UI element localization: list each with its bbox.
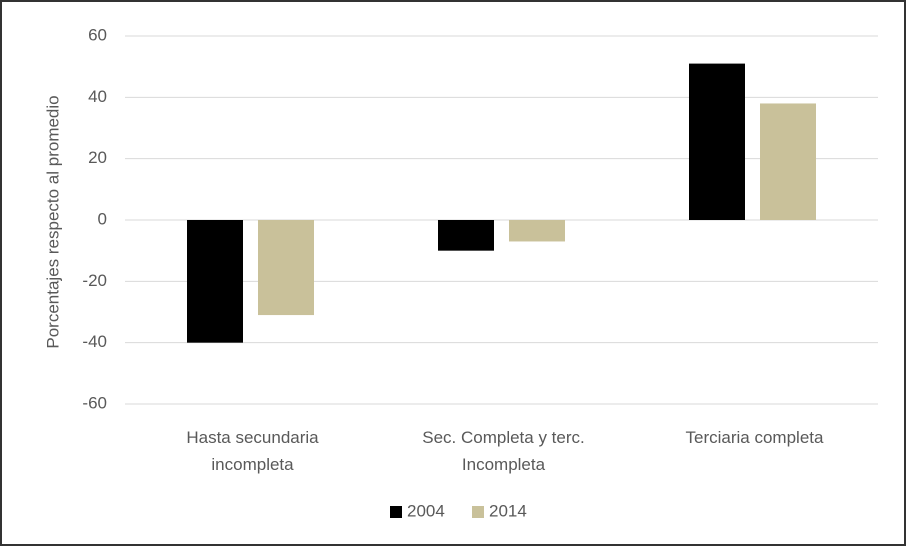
- x-tick-label: Terciaria completa: [685, 428, 824, 447]
- legend-swatch: [472, 506, 484, 518]
- y-tick-label: -40: [82, 332, 107, 351]
- bar: [689, 63, 745, 220]
- bar: [187, 220, 243, 343]
- y-tick-label: 0: [98, 209, 107, 228]
- y-tick-label: -60: [82, 393, 107, 412]
- y-tick-label: 40: [88, 87, 107, 106]
- x-tick-label: Hasta secundaria incompleta: [186, 428, 319, 474]
- y-tick-label: 20: [88, 148, 107, 167]
- legend-label: 2004: [407, 501, 445, 520]
- y-axis-label: Porcentajes respecto al promedio: [43, 95, 62, 348]
- bar: [509, 220, 565, 242]
- bar: [258, 220, 314, 316]
- y-tick-label: -20: [82, 271, 107, 290]
- legend-label: 2014: [489, 501, 527, 520]
- y-tick-label: 60: [88, 25, 107, 44]
- legend-swatch: [390, 506, 402, 518]
- bar: [438, 220, 494, 251]
- bar: [760, 103, 816, 220]
- x-tick-label: Sec. Completa y terc. Incompleta: [422, 428, 585, 474]
